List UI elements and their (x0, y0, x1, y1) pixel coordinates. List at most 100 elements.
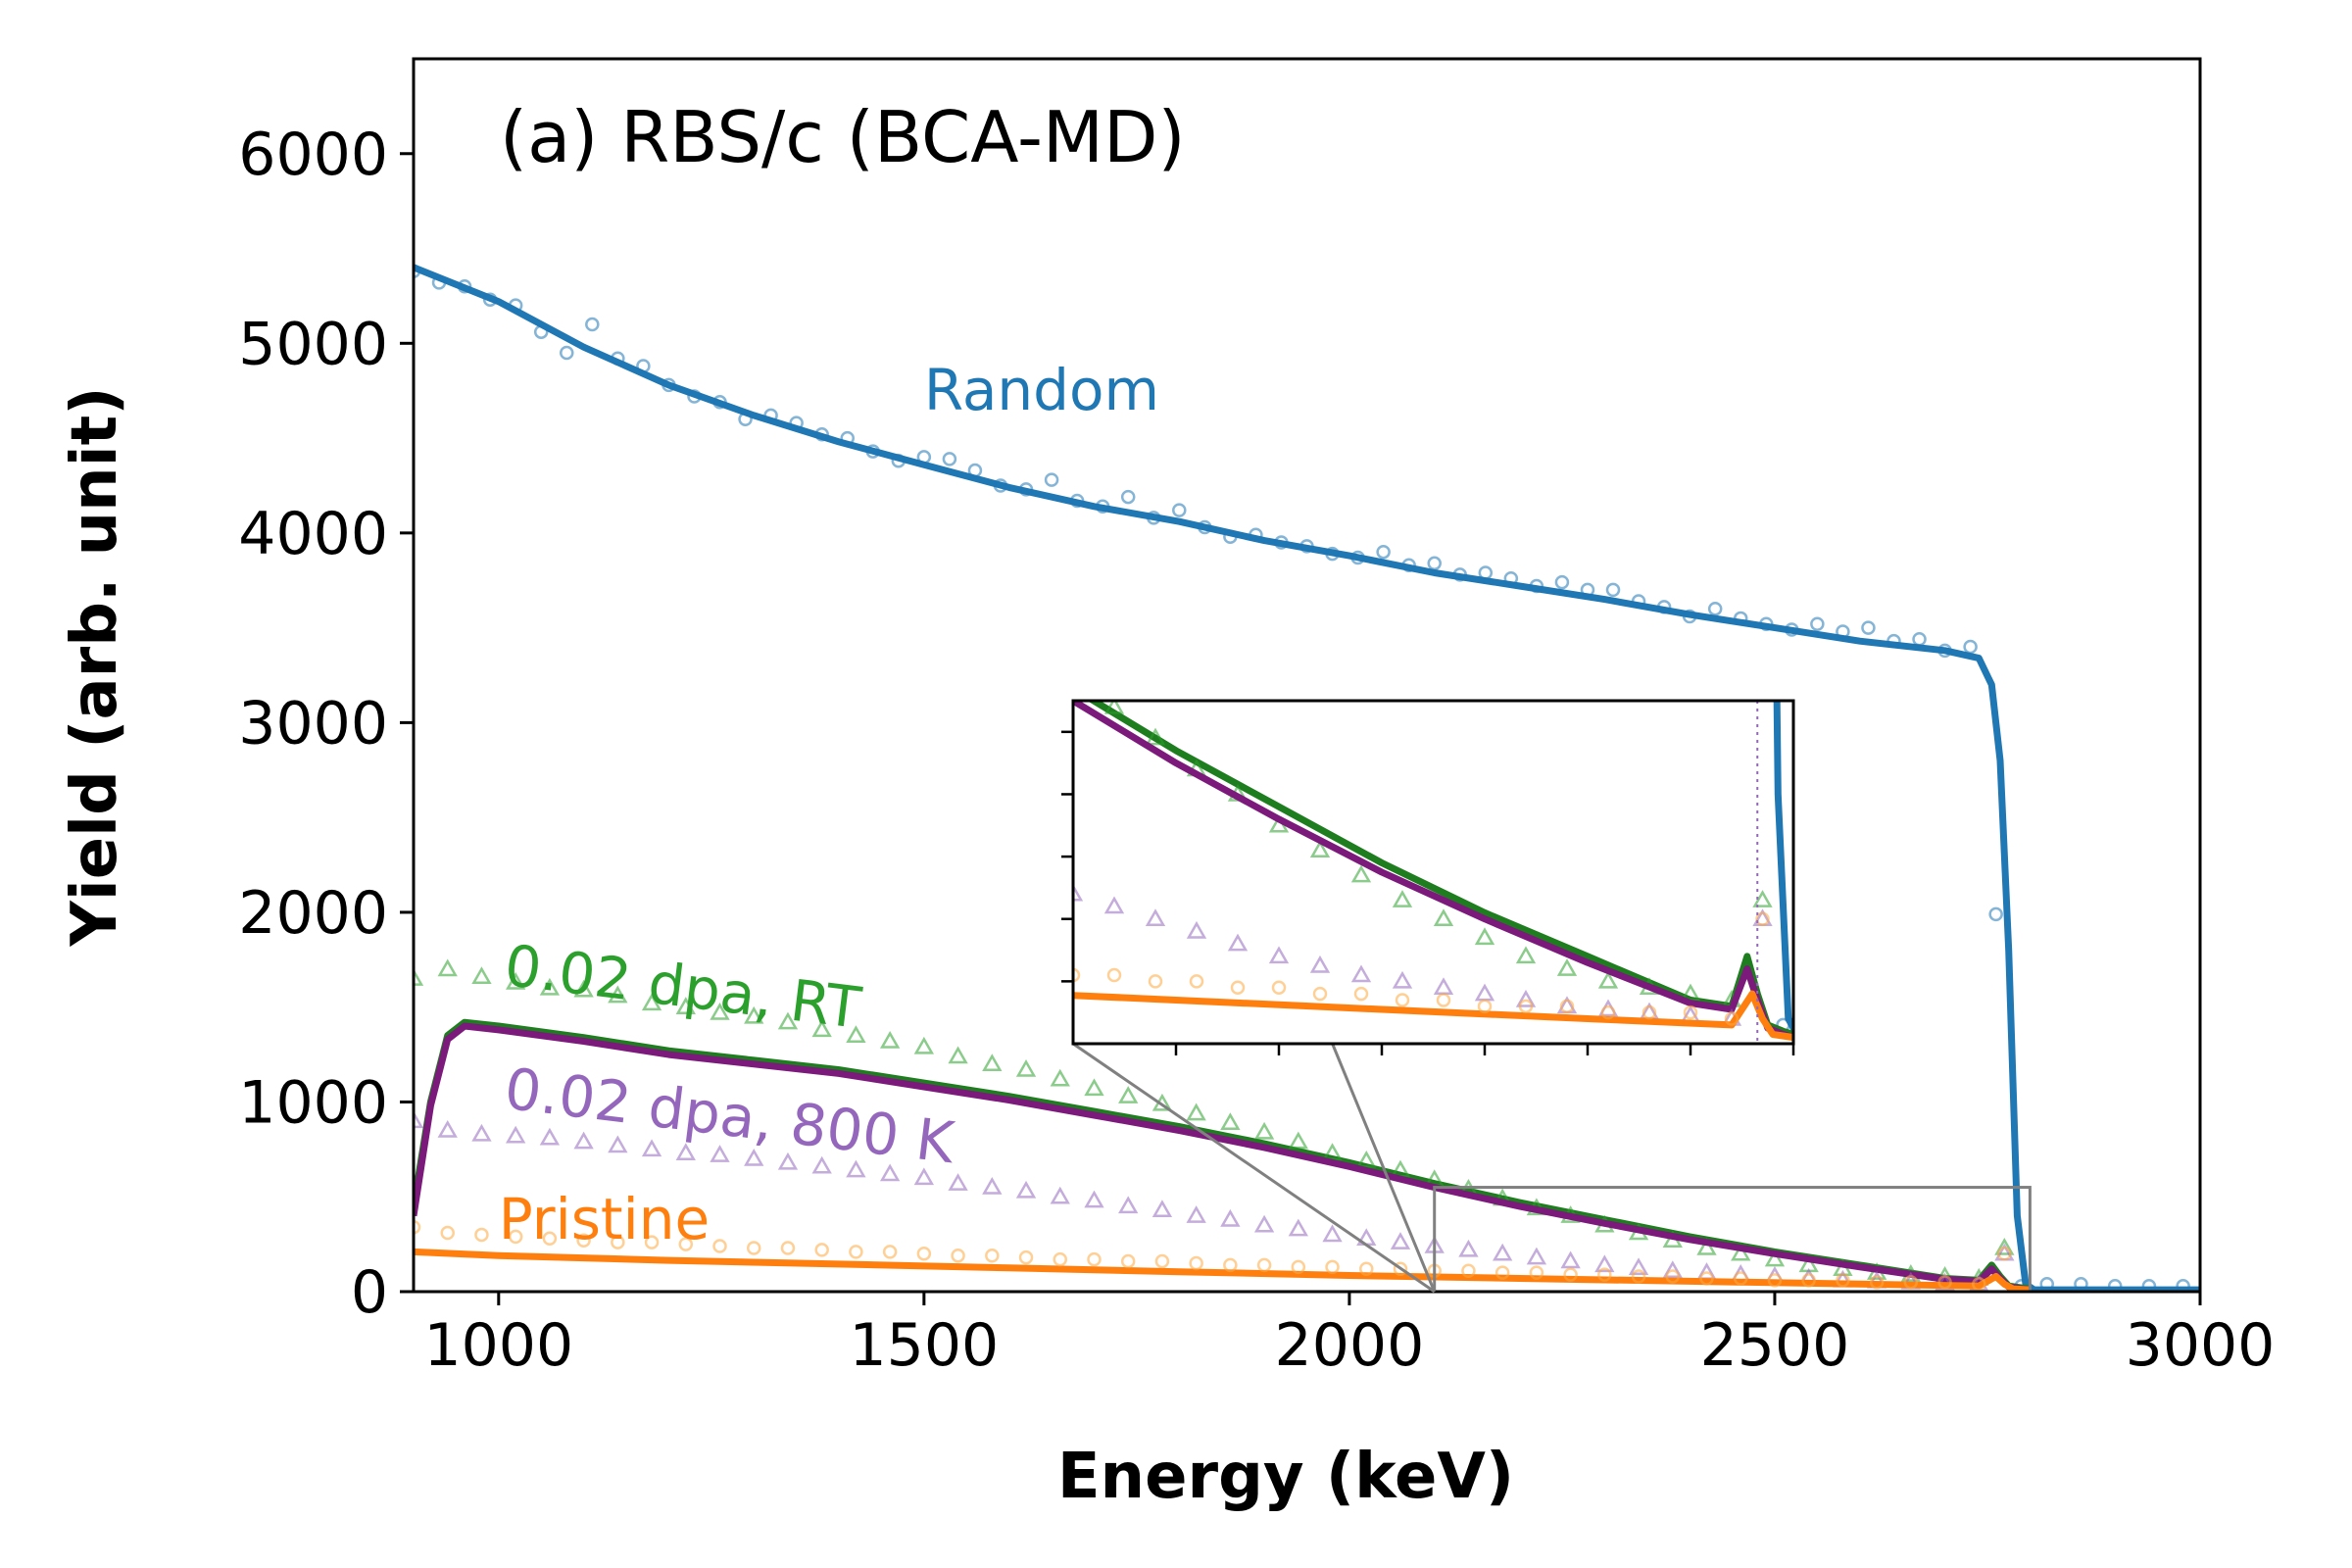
random-experiment-point (1018, 482, 1034, 497)
inset-plot-area (1061, 699, 1795, 1294)
0-02-dpa-rt-experiment-point (744, 1005, 764, 1024)
random-experiment-point (865, 444, 881, 459)
0-02-dpa-800-k-experiment-point (811, 1155, 832, 1174)
0-02-dpa-rt-experiment-point (539, 977, 561, 996)
pristine-experiment-point (414, 1219, 421, 1235)
inset-pristine-experiment-point (1073, 967, 1081, 983)
0-02-dpa-800-k-experiment-point (675, 1143, 696, 1160)
random-experiment-point (1656, 600, 1672, 614)
0-02-dpa-800-k-experiment-point (471, 1123, 492, 1142)
x-axis-label: Energy (keV) (1057, 1441, 1514, 1513)
0-02-dpa-rt-experiment-point (1994, 1237, 2015, 1255)
random-experiment-point (1274, 535, 1289, 550)
0-02-dpa-800-k-experiment-point (1322, 1224, 1343, 1243)
random-experiment-point (916, 450, 932, 465)
random-experiment-point (1452, 567, 1468, 582)
x-tick-label: 1000 (423, 1311, 573, 1380)
0-02-dpa-800-k-experiment-point (1458, 1239, 1479, 1257)
inset-pristine-experiment-point (1518, 999, 1534, 1014)
random-experiment-point (1937, 643, 1952, 659)
0-02-dpa-rt-experiment-point (675, 997, 696, 1014)
pristine-experiment-point (1733, 1271, 1748, 1286)
random-experiment-point (1554, 574, 1570, 590)
pristine-experiment-point (1972, 1277, 1986, 1292)
0-02-dpa-800-k-experiment-point (1186, 1205, 1206, 1223)
pristine-experiment-point (1767, 1273, 1783, 1288)
random-experiment-point (1376, 544, 1391, 560)
0-02-dpa-800-k-experiment-point (1050, 1186, 1070, 1204)
0-02-dpa-rt-experiment-point (641, 993, 662, 1011)
0-02-dpa-rt-experiment-point (471, 966, 492, 984)
0-02-dpa-800-k-experiment-point (573, 1131, 594, 1150)
random-experiment-point (1223, 529, 1238, 544)
random-experiment-point (1988, 906, 2003, 922)
random-experiment-point (1631, 594, 1646, 609)
inset-data-layer (1073, 701, 1793, 1044)
inset-pristine-experiment-point (1395, 993, 1410, 1007)
0-02-dpa-rt-experiment-point (846, 1025, 866, 1043)
random-experiment-point (1325, 546, 1340, 562)
0-02-dpa-rt-experiment-point (608, 985, 628, 1004)
pristine-experiment-point (1836, 1273, 1850, 1288)
inset-pristine-experiment-point (1312, 986, 1328, 1002)
random-experiment-point (1172, 503, 1187, 517)
pristine-experiment-point (678, 1237, 694, 1251)
inset-0-02-dpa-800-k-experiment-point (1073, 883, 1084, 902)
0-02-dpa-rt-experiment-point (1050, 1068, 1070, 1087)
0-02-dpa-rt-experiment-point (506, 972, 526, 990)
random-experiment-point (712, 395, 727, 410)
x-tick-label: 1500 (850, 1311, 1000, 1380)
y-tick-label: 1000 (238, 1068, 388, 1137)
pristine-experiment-point (644, 1235, 660, 1250)
inset-0-02-dpa-800-k-experiment-point (1186, 920, 1207, 939)
series-label-pristine: Pristine (499, 1186, 710, 1252)
inset-pristine-experiment-point (1477, 999, 1493, 1014)
random-simulation-line (414, 264, 2200, 1292)
0-02-dpa-800-k-experiment-point (1220, 1208, 1241, 1227)
0-02-dpa-rt-experiment-point (1118, 1086, 1139, 1103)
random-experiment-point (1707, 602, 1723, 616)
0-02-dpa-800-k-experiment-point (539, 1127, 561, 1146)
0-02-dpa-800-k-experiment-point (710, 1145, 730, 1162)
random-experiment-point (1120, 489, 1136, 505)
inset-pristine-experiment-point (1436, 993, 1451, 1007)
0-02-dpa-rt-experiment-point (1696, 1237, 1717, 1255)
random-experiment-point (2074, 1277, 2088, 1292)
0-02-dpa-800-k-experiment-point (1560, 1250, 1581, 1269)
x-tick-label: 2000 (1275, 1311, 1425, 1380)
0-02-dpa-800-k-experiment-point (641, 1139, 662, 1157)
0-02-dpa-rt-experiment-point (1253, 1121, 1275, 1140)
0-02-dpa-800-k-experiment-point (1493, 1243, 1513, 1261)
random-experiment-point (560, 345, 574, 361)
inset-0-02-dpa-800-k-experiment-point (1145, 908, 1166, 926)
inset-pristine-experiment-point (1353, 986, 1369, 1002)
0-02-dpa-800-k-experiment-point (1390, 1232, 1411, 1250)
random-experiment-point (1605, 582, 1621, 598)
pristine-experiment-point (1256, 1257, 1272, 1273)
pristine-experiment-point (1189, 1255, 1203, 1271)
inset-pristine-experiment-point (1148, 974, 1163, 989)
pristine-experiment-point (1461, 1263, 1476, 1278)
0-02-dpa-rt-experiment-point (982, 1054, 1003, 1071)
inset-0-02-dpa-rt-experiment-point (1556, 958, 1578, 976)
random-experiment-point (1146, 511, 1161, 525)
inset-connector-left (1072, 1042, 1436, 1294)
pristine-experiment-point (882, 1245, 898, 1259)
pristine-experiment-point (1801, 1273, 1816, 1288)
pristine-experiment-point (1223, 1257, 1238, 1273)
pristine-experiment-point (474, 1227, 489, 1243)
inset-pristine-experiment-point (1271, 980, 1287, 995)
random-experiment-point (1069, 493, 1085, 509)
random-experiment-point (1478, 565, 1494, 580)
random-experiment-point (1963, 639, 1978, 655)
inset-0-02-dpa-800-k-experiment-point (1268, 946, 1290, 964)
pristine-experiment-point (916, 1247, 932, 1261)
plot-frame (412, 57, 2202, 1294)
0-02-dpa-800-k-experiment-point (744, 1149, 764, 1166)
pristine-experiment-point (1087, 1251, 1102, 1267)
0-02-dpa-800-k-experiment-point (1152, 1200, 1173, 1218)
inset-0-02-dpa-800-k-experiment-point (1515, 989, 1537, 1007)
0-02-dpa-rt-experiment-point (1015, 1059, 1037, 1077)
random-experiment-point (814, 426, 829, 442)
inset-0-02-dpa-rt-experiment-point (1309, 840, 1331, 858)
